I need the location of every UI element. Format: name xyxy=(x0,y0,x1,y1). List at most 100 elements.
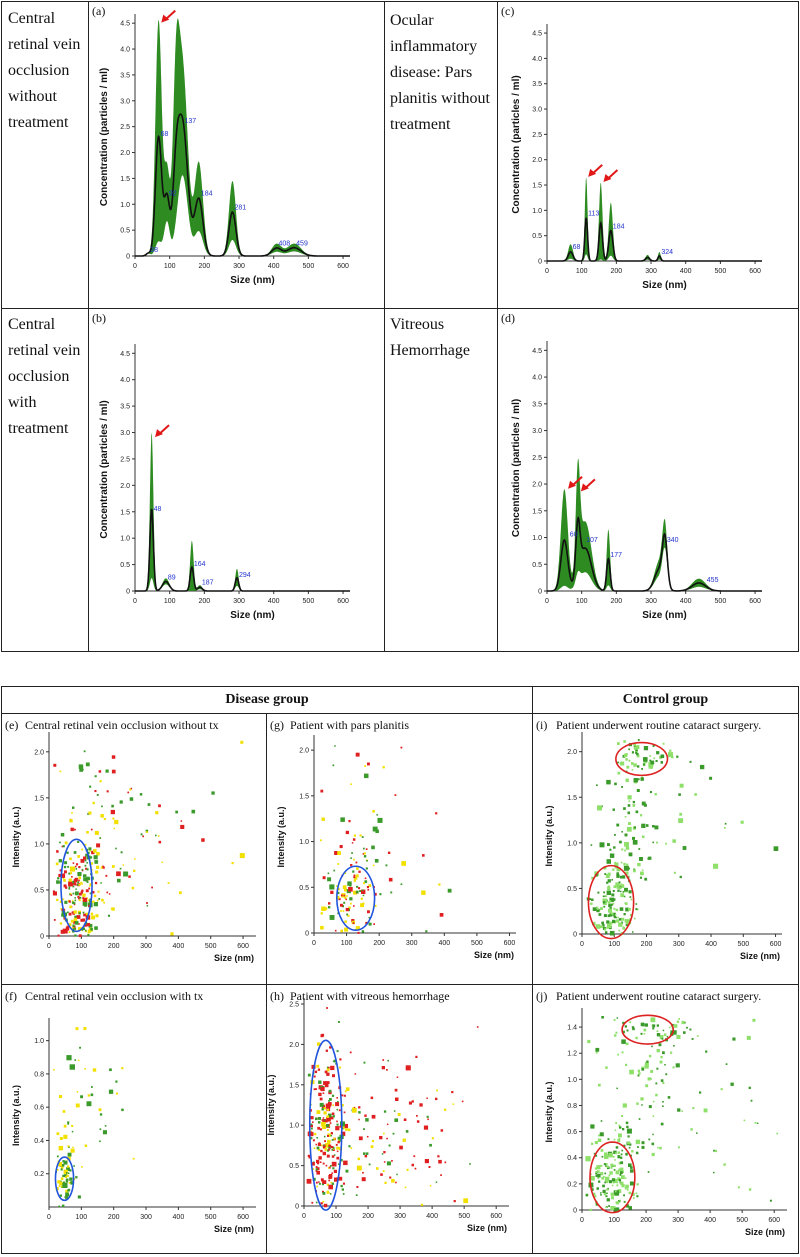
scatter-point xyxy=(624,816,627,818)
scatter-point xyxy=(618,1124,621,1127)
scatter-point xyxy=(626,1188,629,1191)
scatter-point xyxy=(364,1114,367,1117)
scatter-point xyxy=(661,1037,664,1040)
scatter-point xyxy=(631,1192,635,1197)
scatter-point xyxy=(598,1083,601,1087)
scatter-point xyxy=(709,776,713,780)
scatter-point xyxy=(596,1187,599,1190)
scatter-point xyxy=(88,811,92,815)
scatter-point xyxy=(59,1095,63,1099)
scatter-point xyxy=(638,848,641,850)
y-tick-label: 4.0 xyxy=(532,56,542,63)
x-tick-label: 500 xyxy=(737,941,749,948)
scatter-point xyxy=(170,932,174,936)
x-tick-label: 600 xyxy=(337,263,349,270)
mean-concentration-line xyxy=(547,516,762,592)
scatter-point xyxy=(394,1118,398,1122)
scatter-point xyxy=(120,851,123,854)
scatter-point xyxy=(621,1184,625,1188)
scatter-point xyxy=(321,906,326,911)
scatter-point xyxy=(52,891,57,896)
scatter-point xyxy=(659,1146,662,1150)
scatter-point xyxy=(81,1166,83,1168)
scatter-point xyxy=(329,1193,332,1195)
scatter-point xyxy=(723,1163,726,1166)
scatter-point xyxy=(619,1126,622,1129)
scatter-point xyxy=(335,1063,337,1065)
scatter-point xyxy=(603,1192,607,1196)
y-tick-label: 0.5 xyxy=(34,887,44,894)
scatter-point xyxy=(72,806,75,809)
scatter-point xyxy=(683,1031,686,1034)
peak-size-label: 137 xyxy=(185,118,197,125)
scatter-point xyxy=(75,1027,79,1031)
scatter-point xyxy=(89,892,92,895)
scatter-point xyxy=(626,863,629,866)
scatter-point xyxy=(73,927,77,931)
scatter-point xyxy=(91,890,95,894)
x-tick-label: 600 xyxy=(490,1213,502,1220)
scatter-point xyxy=(602,1185,605,1187)
scatter-point xyxy=(344,920,347,923)
x-tick-label: 300 xyxy=(673,941,685,948)
scatter-point xyxy=(88,923,93,928)
scatter-point xyxy=(67,1165,70,1168)
red-arrow-icon xyxy=(161,9,176,23)
scatter-point xyxy=(318,1156,322,1160)
scatter-point xyxy=(623,895,626,898)
scatter-point xyxy=(139,793,143,796)
x-tick-label: 100 xyxy=(164,598,176,605)
x-tick-label: 300 xyxy=(672,1217,684,1224)
scatter-point xyxy=(338,1021,340,1023)
scatter-point xyxy=(641,1104,643,1106)
scatter-point xyxy=(67,1121,70,1124)
chart-c-nta-size-distribution: (c)0 100 200 300 400 500 60000.51.01.52.02.53.… xyxy=(501,4,762,291)
scatter-point xyxy=(402,1138,406,1142)
scatter-point xyxy=(111,907,115,911)
scatter-point xyxy=(618,1137,621,1140)
scatter-point xyxy=(397,1113,401,1116)
scatter-point xyxy=(615,1170,620,1175)
scatter-point xyxy=(334,929,337,932)
scatter-point xyxy=(608,904,611,908)
scatter-point xyxy=(605,1206,607,1209)
scatter-point xyxy=(320,1034,324,1038)
scatter-point xyxy=(592,907,597,911)
chart-d-nta-size-distribution: (d)0 100 200 300 400 500 60000.51.01.52.02.53.… xyxy=(501,311,762,621)
x-tick-label: 300 xyxy=(394,1213,406,1220)
scatter-point xyxy=(618,1168,621,1172)
scatter-point xyxy=(383,1110,387,1113)
scatter-point xyxy=(606,881,609,884)
scatter-point xyxy=(668,752,673,758)
scatter-point xyxy=(327,1108,330,1111)
y-tick-label: 2.5 xyxy=(120,456,130,463)
scatter-point xyxy=(609,911,611,914)
scatter-point xyxy=(639,857,643,861)
scatter-point xyxy=(614,1152,617,1155)
scatter-point xyxy=(387,1059,389,1062)
scatter-point xyxy=(632,800,635,804)
scatter-point xyxy=(146,902,148,904)
scatter-point xyxy=(662,1081,665,1084)
x-tick-label: 300 xyxy=(645,268,657,275)
scatter-point xyxy=(358,1111,361,1114)
scatter-point xyxy=(332,1115,335,1118)
scatter-point xyxy=(612,898,616,901)
x-tick-label: 500 xyxy=(205,1214,217,1221)
scatter-point xyxy=(67,1123,69,1125)
scatter-point xyxy=(437,1155,440,1158)
scatter-point xyxy=(605,903,607,905)
x-tick-label: 200 xyxy=(108,943,120,950)
scatter-point xyxy=(72,881,74,884)
scatter-point xyxy=(74,891,79,896)
scatter-point xyxy=(618,929,621,932)
scatter-point xyxy=(611,879,613,881)
scatter-point xyxy=(133,869,136,872)
scatter-point xyxy=(350,1147,353,1149)
x-tick-label: 0 xyxy=(545,268,549,275)
scatter-point xyxy=(648,856,652,860)
scatter-point xyxy=(435,812,438,815)
scatter-point xyxy=(334,851,339,855)
scatter-point xyxy=(596,908,600,913)
scatter-point xyxy=(636,752,639,756)
